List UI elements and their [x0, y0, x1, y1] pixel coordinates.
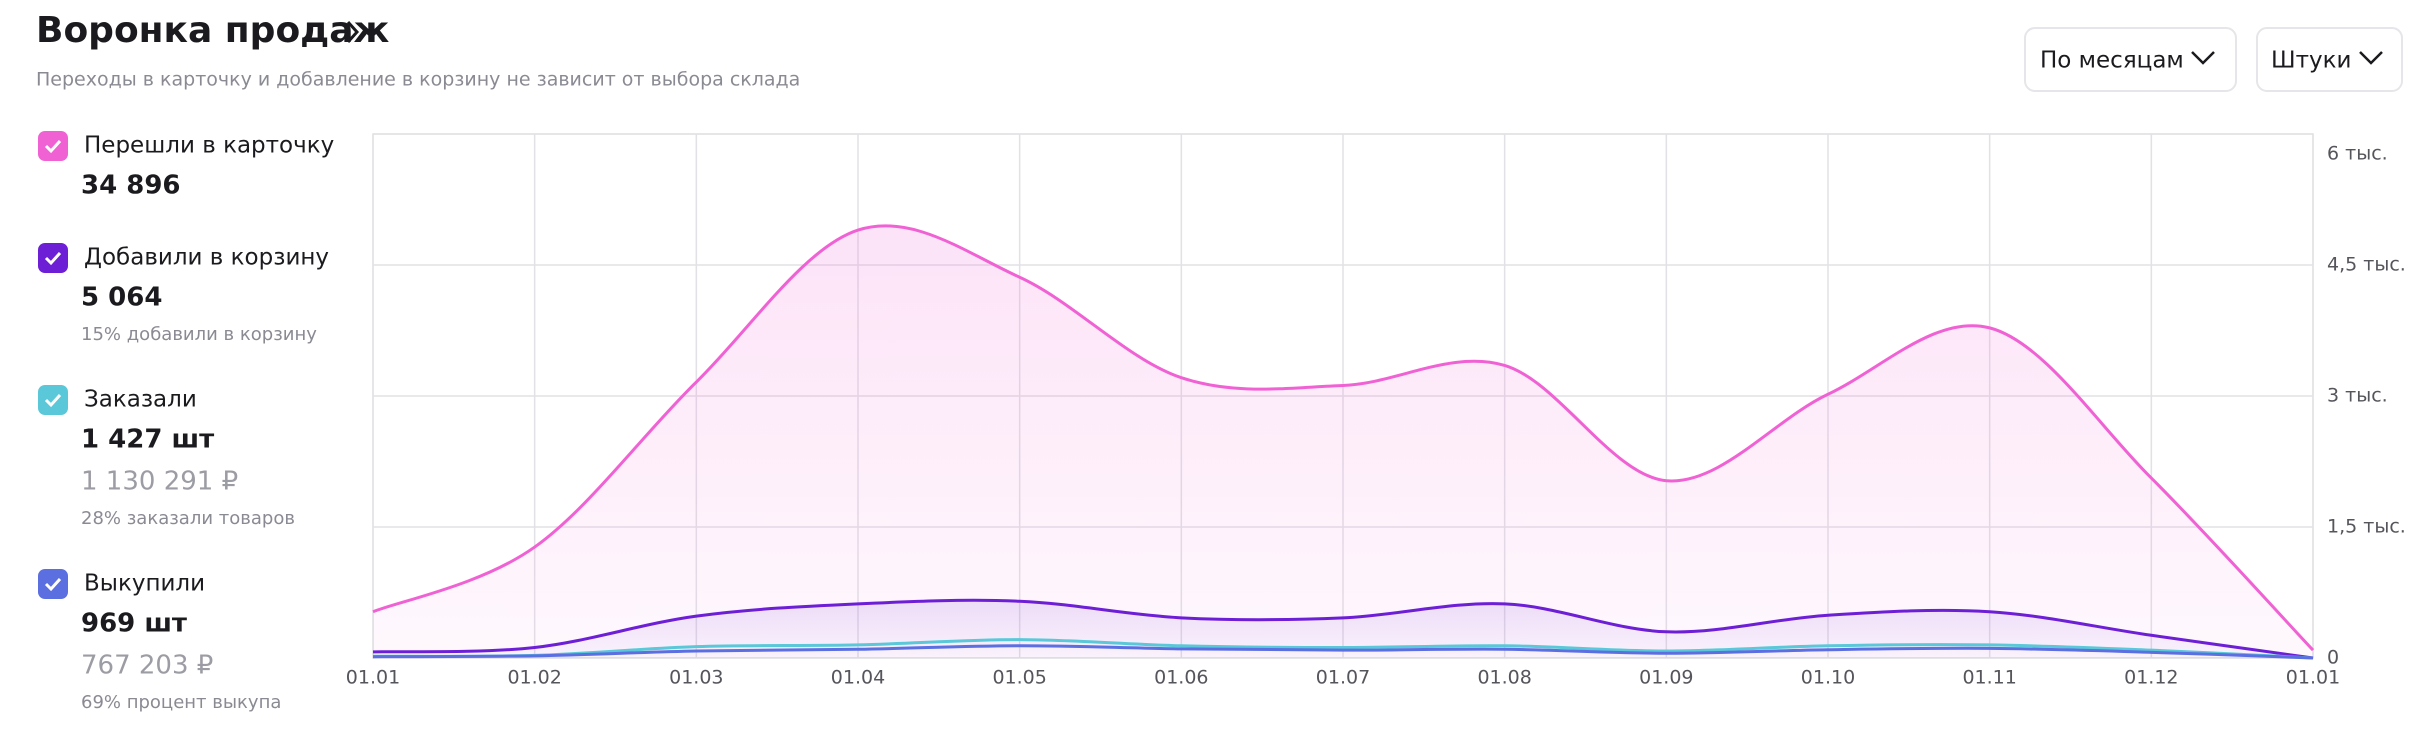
- summary-total: 969 шт: [81, 609, 187, 639]
- line: [372, 638, 2314, 660]
- line: [372, 598, 2314, 660]
- checkbox[interactable]: [38, 243, 68, 273]
- x-tick-label: 01.12: [2124, 667, 2178, 689]
- x-tick-label: 01.05: [992, 667, 1046, 689]
- title-arrow[interactable]: [346, 20, 360, 44]
- x-tick-label: 01.04: [831, 667, 885, 689]
- legend-label: Выкупили: [84, 571, 205, 597]
- legend-item[interactable]: Перешли в карточку 34 896: [38, 131, 334, 201]
- plot: 0 1,5 тыс. 3 тыс. 4,5 тыс. 6 тыс. 01.01 01.02 0…: [346, 133, 2406, 689]
- x-tick-label: 01.11: [1962, 667, 2016, 689]
- line: [372, 644, 2314, 660]
- y-tick-label: 0: [2327, 647, 2339, 669]
- summary-total: 34 896: [81, 171, 181, 201]
- summary-total: 1 427 шт: [81, 425, 214, 455]
- checkmark: [44, 251, 62, 266]
- y-tick-label: 4,5 тыс.: [2327, 254, 2406, 276]
- y-tick-label: 1,5 тыс.: [2327, 516, 2406, 538]
- summary-total: 5 064: [81, 283, 162, 313]
- x-tick-label: 01.10: [1801, 667, 1855, 689]
- x-tick-label: 01.02: [507, 667, 561, 689]
- period-dropdown[interactable]: По месяцам: [2024, 27, 2237, 92]
- legend: Перешли в карточку 34 896 Добавили в корзи…: [38, 131, 334, 713]
- checkbox[interactable]: [38, 569, 68, 599]
- x-tick-label: 01.03: [669, 667, 723, 689]
- legend-item[interactable]: Добавили в корзину 5 064 15% добавили в ко…: [38, 243, 329, 345]
- dropdown-label[interactable]: Штуки: [2271, 48, 2351, 74]
- summary-amount: 1 130 291 ₽: [81, 467, 238, 497]
- summary-amount: 767 203 ₽: [81, 651, 213, 681]
- checkmark: [44, 139, 62, 154]
- unit-dropdown[interactable]: Штуки: [2256, 27, 2403, 92]
- area: [373, 225, 2313, 658]
- y-tick-label: 3 тыс.: [2327, 385, 2388, 407]
- x-tick-label: 01.01: [2286, 667, 2340, 689]
- y-tick-label: 6 тыс.: [2327, 143, 2388, 165]
- checkbox[interactable]: [38, 385, 68, 415]
- x-tick-label: 01.08: [1477, 667, 1531, 689]
- summary-note: 69% процент выкупа: [81, 692, 281, 713]
- legend-item[interactable]: Выкупили 969 шт 767 203 ₽ 69% процент выкуп…: [38, 569, 281, 713]
- legend-label: Добавили в корзину: [84, 245, 329, 271]
- legend-label: Заказали: [84, 387, 197, 413]
- summary-note: 15% добавили в корзину: [81, 324, 317, 345]
- legend-item[interactable]: Заказали 1 427 шт 1 130 291 ₽ 28% заказали …: [38, 385, 295, 529]
- title: Воронка продаж: [36, 10, 390, 51]
- dropdown-label[interactable]: По месяцам: [2040, 48, 2184, 74]
- x-tick-label: 01.09: [1639, 667, 1693, 689]
- dropdown-box[interactable]: [2256, 27, 2403, 92]
- subtitle: Переходы в карточку и добавление в корзи…: [36, 69, 800, 91]
- x-tick-label: 01.06: [1154, 667, 1208, 689]
- x-tick-label: 01.07: [1316, 667, 1370, 689]
- x-tick-label: 01.01: [346, 667, 400, 689]
- summary-note: 28% заказали товаров: [81, 508, 295, 529]
- line: [372, 224, 2315, 652]
- dropdown-chevron: [2359, 51, 2383, 65]
- checkmark: [44, 577, 62, 592]
- checkmark: [44, 393, 62, 408]
- dropdown-box[interactable]: [2024, 27, 2237, 92]
- checkbox[interactable]: [38, 131, 68, 161]
- legend-label: Перешли в карточку: [84, 133, 334, 159]
- dropdown-chevron: [2191, 51, 2215, 65]
